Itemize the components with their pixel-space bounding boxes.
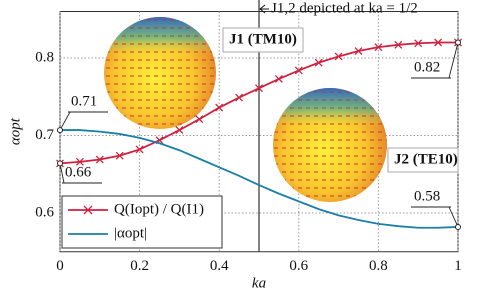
- marker: [255, 84, 263, 93]
- mode-label: J1 (TM10): [229, 31, 297, 47]
- marker: [274, 74, 283, 83]
- marker: [75, 157, 84, 166]
- marker: [394, 40, 403, 49]
- y-tick-label: 0.7: [35, 127, 54, 143]
- marker: [195, 115, 204, 124]
- arrow: [259, 4, 269, 14]
- marker: [434, 38, 443, 47]
- marker: [414, 39, 423, 48]
- annotation-label: 0.71: [71, 93, 97, 109]
- y-tick-label: 0.6: [35, 204, 54, 220]
- marker: [215, 103, 224, 112]
- marker: [235, 93, 244, 102]
- legend-marker: [83, 205, 93, 215]
- mode-label: J2 (TE10): [394, 151, 458, 167]
- annotation-point: [455, 223, 461, 230]
- overlay: J1,2 depicted at ka = 1/2 J1 (TM10) J2 (TE…: [56, 0, 462, 252]
- leader-line: [59, 111, 108, 131]
- x-tick-label: 0: [56, 258, 64, 274]
- annotation-label: 0.82: [414, 59, 440, 75]
- y-axis-label: αopt: [7, 117, 23, 145]
- x-tick-label: 0.4: [210, 258, 229, 274]
- marker: [374, 43, 383, 52]
- mode-box: [387, 147, 459, 173]
- marker: [354, 47, 363, 55]
- x-tick-label: 0.6: [289, 258, 308, 274]
- legend-label: |αopt|: [114, 225, 147, 241]
- mode-box: [222, 27, 304, 53]
- x-axis-label: ka: [252, 275, 266, 291]
- annotation-label: 0.66: [65, 164, 92, 180]
- marker: [95, 155, 104, 164]
- x-tick-label: 0.8: [369, 258, 388, 274]
- x-tick-label: 1: [454, 258, 462, 274]
- annotation-point: [455, 39, 461, 46]
- x-tick-label: 0.2: [130, 258, 149, 274]
- legend-label: Q(Iopt) / Q(I1): [114, 201, 204, 217]
- leader-line: [59, 163, 102, 184]
- annotation-point: [57, 160, 63, 167]
- annotation-label: 0.58: [414, 188, 440, 204]
- legend-box: [61, 195, 223, 249]
- y-tick-label: 0.8: [35, 49, 54, 65]
- annotation-point: [57, 127, 63, 134]
- marker: [294, 66, 303, 75]
- leader-line: [411, 42, 459, 79]
- marker: [334, 52, 343, 61]
- marker: [115, 151, 124, 160]
- marker: [314, 58, 323, 67]
- sphere-1: [104, 17, 216, 129]
- marker: [175, 126, 184, 135]
- marker: [135, 145, 144, 154]
- series-line: [60, 129, 459, 229]
- sphere-2: [273, 88, 387, 202]
- leader-line: [411, 206, 459, 228]
- reference-label: J1,2 depicted at ka = 1/2: [271, 0, 418, 16]
